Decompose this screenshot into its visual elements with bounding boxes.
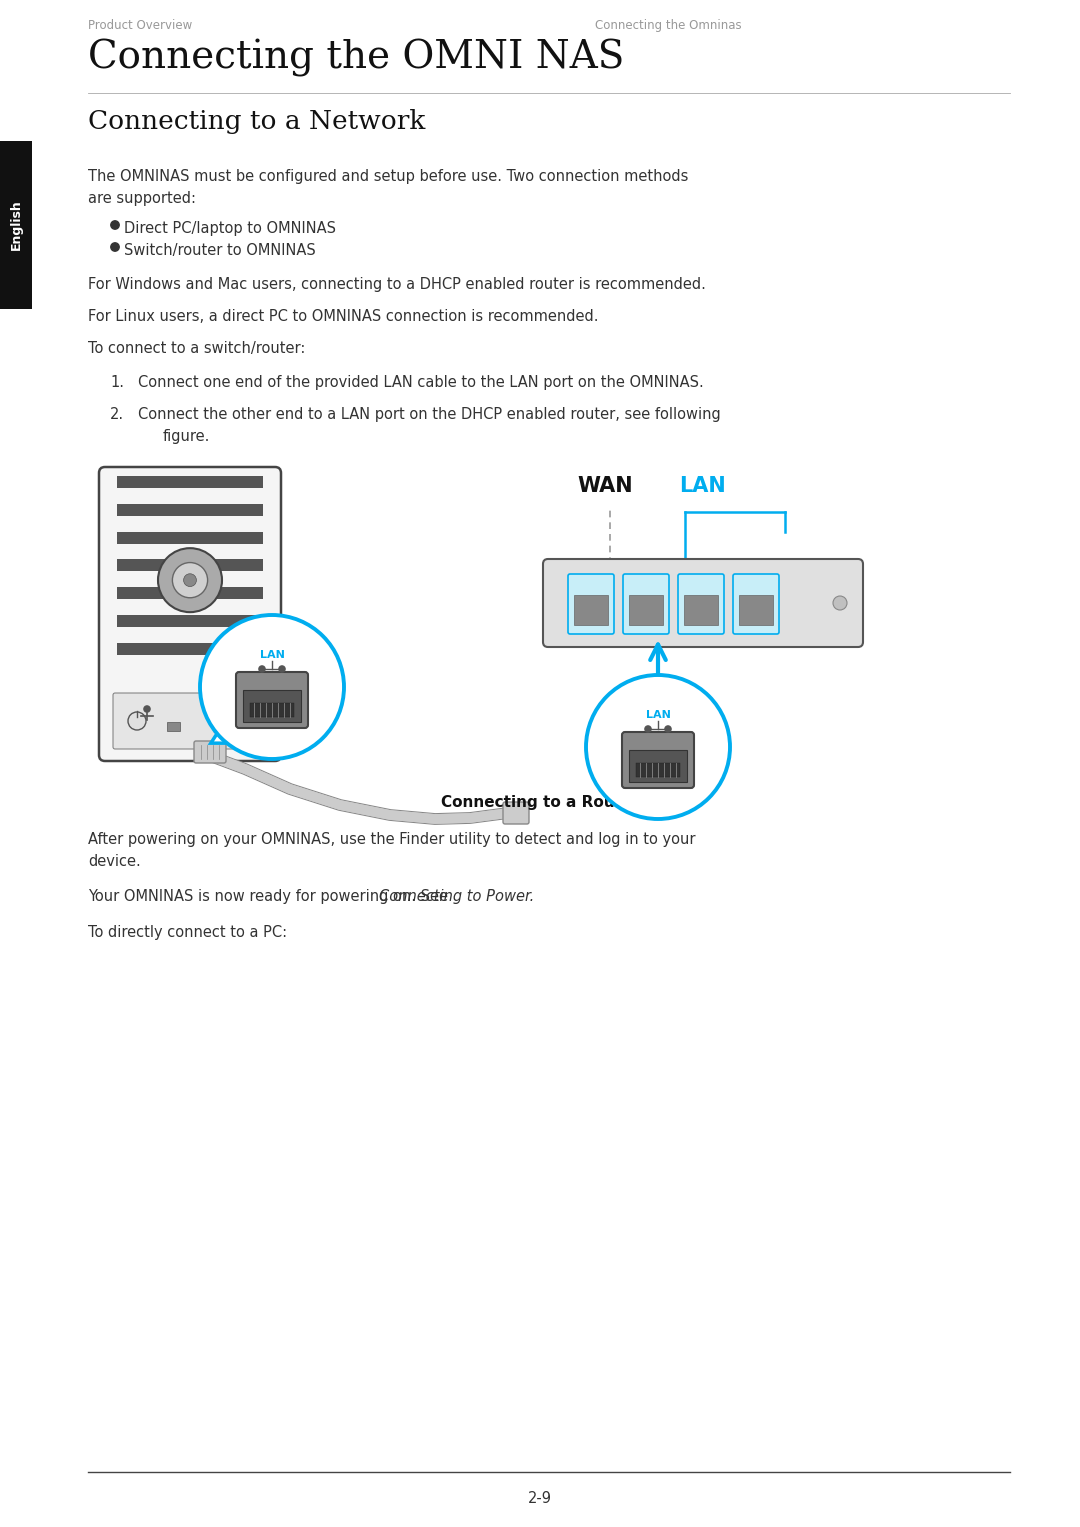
- Text: Connecting the Omninas: Connecting the Omninas: [595, 18, 742, 32]
- FancyBboxPatch shape: [167, 722, 180, 731]
- Text: LAN: LAN: [646, 710, 671, 721]
- FancyBboxPatch shape: [684, 596, 718, 625]
- Text: 2.: 2.: [110, 408, 124, 421]
- Text: LAN: LAN: [679, 476, 727, 496]
- Text: Connecting the OMNI NAS: Connecting the OMNI NAS: [87, 40, 624, 76]
- Text: Connect one end of the provided LAN cable to the LAN port on the OMNINAS.: Connect one end of the provided LAN cabl…: [138, 376, 704, 389]
- FancyBboxPatch shape: [503, 802, 529, 825]
- Circle shape: [586, 675, 730, 818]
- Text: Connecting to a Router: Connecting to a Router: [441, 796, 639, 809]
- Circle shape: [173, 562, 207, 597]
- Text: Connecting to a Network: Connecting to a Network: [87, 108, 426, 134]
- Circle shape: [129, 712, 146, 730]
- FancyBboxPatch shape: [117, 588, 264, 599]
- Text: WAN: WAN: [577, 476, 633, 496]
- FancyBboxPatch shape: [622, 731, 694, 788]
- FancyBboxPatch shape: [214, 705, 248, 731]
- Circle shape: [644, 725, 652, 733]
- Text: After powering on your OMNINAS, use the Finder utility to detect and log in to y: After powering on your OMNINAS, use the …: [87, 832, 696, 847]
- Text: To connect to a switch/router:: To connect to a switch/router:: [87, 341, 306, 356]
- FancyBboxPatch shape: [623, 574, 669, 634]
- Text: Product Overview: Product Overview: [87, 18, 192, 32]
- FancyBboxPatch shape: [117, 559, 264, 571]
- FancyBboxPatch shape: [629, 596, 663, 625]
- FancyBboxPatch shape: [543, 559, 863, 647]
- Text: The OMNINAS must be configured and setup before use. Two connection methods: The OMNINAS must be configured and setup…: [87, 169, 688, 183]
- FancyBboxPatch shape: [249, 702, 294, 718]
- FancyBboxPatch shape: [194, 741, 226, 764]
- Circle shape: [111, 221, 119, 229]
- FancyBboxPatch shape: [113, 693, 267, 750]
- FancyBboxPatch shape: [117, 615, 264, 628]
- Circle shape: [111, 243, 119, 252]
- Text: 1.: 1.: [110, 376, 124, 389]
- Text: figure.: figure.: [163, 429, 211, 444]
- Text: For Linux users, a direct PC to OMNINAS connection is recommended.: For Linux users, a direct PC to OMNINAS …: [87, 308, 598, 324]
- Text: To directly connect to a PC:: To directly connect to a PC:: [87, 925, 287, 941]
- Text: are supported:: are supported:: [87, 191, 195, 206]
- Circle shape: [158, 548, 222, 612]
- FancyBboxPatch shape: [117, 504, 264, 516]
- Polygon shape: [211, 727, 237, 744]
- Text: For Windows and Mac users, connecting to a DHCP enabled router is recommended.: For Windows and Mac users, connecting to…: [87, 276, 706, 292]
- Text: Connect the other end to a LAN port on the DHCP enabled router, see following: Connect the other end to a LAN port on t…: [138, 408, 720, 421]
- Circle shape: [279, 666, 286, 673]
- Text: 2-9: 2-9: [528, 1490, 552, 1506]
- Text: Direct PC/laptop to OMNINAS: Direct PC/laptop to OMNINAS: [124, 221, 336, 237]
- FancyBboxPatch shape: [117, 476, 264, 489]
- FancyBboxPatch shape: [678, 574, 724, 634]
- FancyBboxPatch shape: [739, 596, 773, 625]
- Text: Your OMNINAS is now ready for powering on. See: Your OMNINAS is now ready for powering o…: [87, 889, 453, 904]
- Circle shape: [664, 725, 672, 733]
- Text: Switch/router to OMNINAS: Switch/router to OMNINAS: [124, 243, 315, 258]
- FancyBboxPatch shape: [99, 467, 281, 760]
- FancyBboxPatch shape: [733, 574, 779, 634]
- FancyBboxPatch shape: [0, 140, 32, 308]
- Text: English: English: [10, 200, 23, 250]
- Circle shape: [184, 574, 197, 586]
- Circle shape: [833, 596, 847, 609]
- FancyBboxPatch shape: [636, 764, 680, 777]
- FancyBboxPatch shape: [117, 643, 264, 655]
- FancyBboxPatch shape: [117, 531, 264, 544]
- FancyBboxPatch shape: [629, 750, 687, 782]
- FancyBboxPatch shape: [219, 715, 243, 727]
- Circle shape: [144, 705, 151, 713]
- Text: device.: device.: [87, 854, 140, 869]
- FancyBboxPatch shape: [237, 672, 308, 728]
- FancyBboxPatch shape: [243, 690, 301, 722]
- FancyBboxPatch shape: [573, 596, 608, 625]
- Circle shape: [200, 615, 345, 759]
- Circle shape: [258, 666, 266, 673]
- FancyBboxPatch shape: [568, 574, 615, 634]
- Text: LAN: LAN: [259, 651, 284, 660]
- Text: Connecting to Power.: Connecting to Power.: [379, 889, 535, 904]
